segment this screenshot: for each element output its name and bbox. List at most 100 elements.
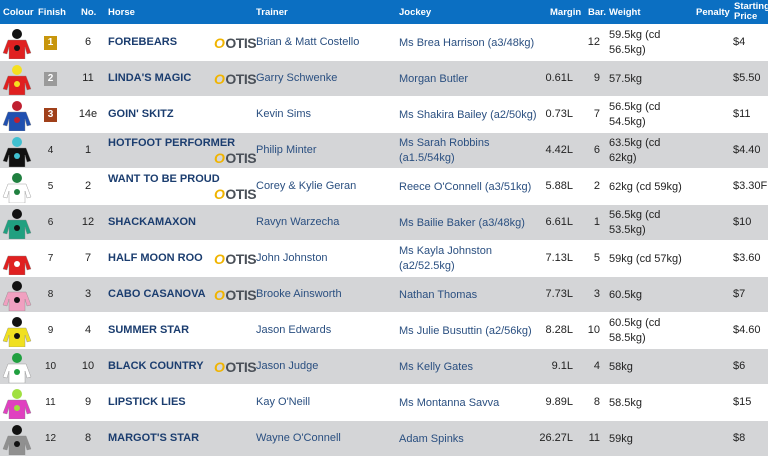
weight: 56.5kg (cd 53.5kg)	[609, 209, 661, 236]
horse-name-link[interactable]: HOTFOOT PERFORMER	[108, 137, 236, 149]
col-colour: Colour	[3, 7, 34, 18]
horse-number: 7	[84, 252, 92, 264]
table-row[interactable]: 3 14e GOIN' SKITZ Kevin Sims Ms Shakira …	[0, 96, 768, 132]
weight: 59kg (cd 57kg)	[609, 253, 682, 265]
barrier: 3	[593, 288, 600, 300]
col-penalty: Penalty	[696, 7, 730, 18]
weight: 57.5kg	[609, 73, 643, 85]
jockey-silks-icon	[2, 173, 32, 203]
finish-position: 6	[47, 217, 54, 228]
horse-number: 12	[81, 216, 95, 228]
trainer-link[interactable]: Garry Schwenke	[256, 72, 338, 84]
trainer-link[interactable]: Jason Edwards	[256, 324, 332, 336]
jockey-silks-icon	[2, 353, 32, 383]
finish-position: 5	[47, 181, 54, 192]
jockey-link[interactable]: Nathan Thomas	[399, 289, 478, 301]
horse-name-link[interactable]: SHACKAMAXON	[108, 216, 196, 228]
horse-number: 14e	[78, 108, 98, 120]
barrier: 2	[593, 180, 600, 192]
margin: 9.1L	[551, 360, 573, 372]
trainer-link[interactable]: Wayne O'Connell	[256, 432, 341, 444]
col-bar: Bar.	[588, 7, 606, 18]
table-row[interactable]: 2 11 LINDA'S MAGIC OOTIS Garry Schwenke …	[0, 60, 768, 96]
trainer-link[interactable]: Kevin Sims	[256, 108, 312, 120]
trainer-link[interactable]: Philip Minter	[256, 144, 317, 156]
weight: 60.5kg (cd 58.5kg)	[609, 317, 661, 344]
table-row[interactable]: 1 6 FOREBEARS OOTIS Brian & Matt Costell…	[0, 24, 768, 60]
horse-name-link[interactable]: SUMMER STAR	[108, 324, 190, 336]
table-row[interactable]: 11 9 LIPSTICK LIES Kay O'Neill Ms Montan…	[0, 384, 768, 420]
jockey-link[interactable]: Ms Montanna Savva	[399, 397, 500, 409]
table-row[interactable]: 5 2 WANT TO BE PROUD OOTIS Corey & Kylie…	[0, 168, 768, 204]
jockey-link[interactable]: Ms Kelly Gates	[399, 361, 473, 373]
horse-name-link[interactable]: WANT TO BE PROUD	[108, 173, 220, 185]
weight: 62kg (cd 59kg)	[609, 181, 682, 193]
trainer-link[interactable]: Brian & Matt Costello	[256, 36, 360, 48]
horse-number: 4	[84, 324, 92, 336]
table-row[interactable]: 7 7 HALF MOON ROO OOTIS John Johnston Ms…	[0, 240, 768, 276]
table-row[interactable]: 4 1 HOTFOOT PERFORMER OOTIS Philip Minte…	[0, 132, 768, 168]
trainer-link[interactable]: Corey & Kylie Geran	[256, 180, 357, 192]
starting-price: $3.30F	[733, 180, 768, 192]
barrier: 9	[593, 72, 600, 84]
table-row[interactable]: 9 4 SUMMER STAR Jason Edwards Ms Julie B…	[0, 312, 768, 348]
horse-name-link[interactable]: LINDA'S MAGIC	[108, 72, 192, 84]
table-row[interactable]: 12 8 MARGOT'S STAR Wayne O'Connell Adam …	[0, 420, 768, 456]
trainer-link[interactable]: John Johnston	[256, 252, 328, 264]
barrier: 5	[593, 252, 600, 264]
otis-logo: OOTIS	[214, 35, 257, 51]
starting-price: $8	[733, 432, 746, 444]
horse-name-link[interactable]: FOREBEARS	[108, 36, 178, 48]
jockey-link[interactable]: Reece O'Connell (a3/51kg)	[399, 181, 532, 193]
finish-position: 2	[44, 72, 57, 86]
col-no: No.	[81, 7, 97, 18]
horse-number: 11	[82, 72, 94, 84]
table-row[interactable]: 8 3 CABO CASANOVA OOTIS Brooke Ainsworth…	[0, 276, 768, 312]
trainer-link[interactable]: Ravyn Warzecha	[256, 216, 340, 228]
jockey-link[interactable]: Ms Kayla Johnston (a2/52.5kg)	[399, 245, 492, 272]
horse-name-link[interactable]: MARGOT'S STAR	[108, 432, 200, 444]
weight: 63.5kg (cd 62kg)	[609, 137, 661, 164]
jockey-link[interactable]: Adam Spinks	[399, 433, 464, 445]
barrier: 10	[587, 324, 600, 336]
margin: 6.61L	[545, 216, 573, 228]
weight: 59kg	[609, 433, 633, 445]
horse-name-link[interactable]: GOIN' SKITZ	[108, 108, 174, 120]
otis-logo: OOTIS	[214, 150, 257, 166]
trainer-link[interactable]: Kay O'Neill	[256, 396, 311, 408]
horse-number: 10	[81, 360, 95, 372]
starting-price: $15	[733, 396, 752, 408]
trainer-link[interactable]: Brooke Ainsworth	[256, 288, 342, 300]
horse-number: 1	[84, 144, 92, 156]
weight: 60.5kg	[609, 289, 643, 301]
horse-name-link[interactable]: BLACK COUNTRY	[108, 360, 204, 372]
jockey-link[interactable]: Ms Sarah Robbins (a1.5/54kg)	[399, 137, 490, 164]
finish-position: 1	[44, 36, 57, 50]
margin: 0.61L	[545, 72, 573, 84]
horse-name-link[interactable]: CABO CASANOVA	[108, 288, 206, 300]
jockey-link[interactable]: Ms Bailie Baker (a3/48kg)	[399, 217, 525, 229]
starting-price: $4.60	[733, 324, 761, 336]
otis-logo: OOTIS	[214, 251, 257, 267]
barrier: 7	[593, 108, 600, 120]
table-row[interactable]: 6 12 SHACKAMAXON Ravyn Warzecha Ms Baili…	[0, 204, 768, 240]
jockey-link[interactable]: Morgan Butler	[399, 73, 469, 85]
jockey-silks-icon	[2, 281, 32, 311]
trainer-link[interactable]: Jason Judge	[256, 360, 319, 372]
table-row[interactable]: 10 10 BLACK COUNTRY OOTIS Jason Judge Ms…	[0, 348, 768, 384]
col-trainer: Trainer	[256, 7, 288, 18]
margin: 8.28L	[545, 324, 573, 336]
starting-price: $10	[733, 216, 752, 228]
horse-name-link[interactable]: LIPSTICK LIES	[108, 396, 186, 408]
jockey-link[interactable]: Ms Brea Harrison (a3/48kg)	[399, 37, 535, 49]
col-jockey: Jockey	[399, 7, 432, 18]
jockey-silks-icon	[2, 209, 32, 239]
jockey-silks-icon	[2, 389, 32, 419]
jockey-link[interactable]: Ms Julie Busuttin (a2/56kg)	[399, 325, 532, 337]
jockey-silks-icon	[2, 137, 32, 167]
otis-logo: OOTIS	[214, 287, 257, 303]
jockey-link[interactable]: Ms Shakira Bailey (a2/50kg)	[399, 109, 537, 121]
margin: 5.88L	[545, 180, 573, 192]
horse-name-link[interactable]: HALF MOON ROO	[108, 252, 203, 264]
col-starting-price: Starting Price	[734, 1, 768, 22]
